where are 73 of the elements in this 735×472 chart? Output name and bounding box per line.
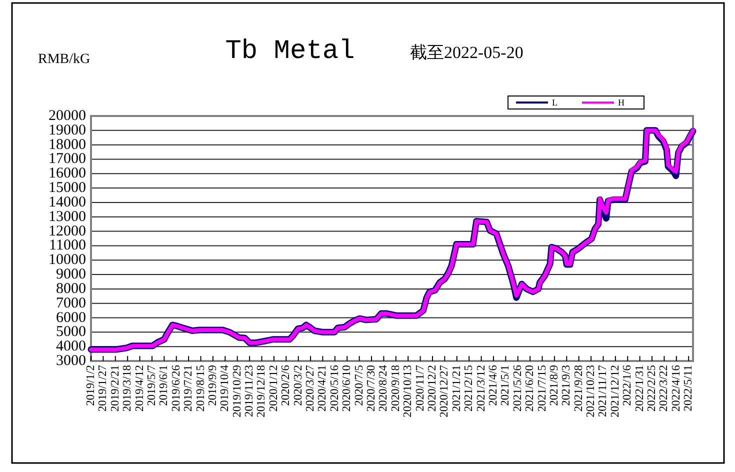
x-tick-label: 2019/11/23	[244, 364, 256, 417]
y-tick-label: 6000	[56, 310, 86, 326]
x-tick-label: 2022/1/6	[622, 364, 634, 406]
y-tick-label: 3000	[56, 353, 86, 369]
x-tick-label: 2020/7/5	[353, 364, 366, 406]
y-tick-label: 17000	[48, 151, 86, 168]
y-tick-label: 11000	[49, 238, 86, 254]
x-tick-label: 2022/5/11	[682, 364, 695, 412]
x-tick-label: 2020/9/18	[390, 364, 402, 412]
legend-label: H	[618, 98, 625, 108]
x-tick-label: 2019/10/4	[219, 364, 232, 412]
x-tick-label: 2021/7/15	[536, 364, 548, 412]
x-tick-label: 2021/12/12	[609, 364, 622, 418]
y-tick-label: 12000	[48, 223, 86, 240]
y-tick-label: 14000	[48, 194, 86, 210]
y-tick-label: 15000	[48, 180, 86, 196]
x-tick-label: 2020/11/7	[414, 364, 426, 412]
x-tick-label: 2022/3/22	[658, 364, 670, 412]
x-tick-label: 2019/10/29	[231, 364, 244, 418]
y-tick-label: 7000	[56, 295, 86, 312]
x-tick-label: 2022/2/25	[646, 364, 658, 412]
x-tick-label: 2020/12/2	[426, 364, 438, 412]
x-tick-label: 2020/3/27	[304, 364, 317, 412]
legend-label: L	[552, 98, 558, 108]
x-tick-label: 2020/7/30	[366, 364, 378, 412]
x-tick-label: 2019/4/12	[134, 364, 146, 412]
x-tick-label: 2019/12/18	[256, 364, 268, 418]
x-tick-label: 2020/12/27	[438, 364, 451, 418]
x-tick-label: 2021/2/15	[463, 364, 476, 412]
x-tick-label: 2020/2/6	[280, 364, 292, 406]
y-tick-label: 19000	[48, 122, 86, 138]
x-tick-label: 2020/8/24	[378, 364, 390, 412]
x-tick-label: 2021/5/1	[500, 364, 512, 406]
x-tick-label: 2021/5/26	[512, 364, 524, 412]
x-tick-label: 2019/6/1	[158, 364, 170, 406]
y-tick-label: 18000	[48, 136, 86, 153]
y-tick-label: 5000	[56, 324, 86, 340]
x-tick-label: 2019/7/21	[182, 364, 195, 412]
x-tick-label: 2019/3/18	[122, 364, 134, 412]
x-tick-label: 2020/10/13	[402, 364, 414, 418]
y-tick-label: 10000	[48, 252, 86, 268]
y-tick-label: 8000	[56, 280, 86, 297]
x-tick-label: 2019/1/27	[97, 364, 110, 412]
y-tick-label: 9000	[56, 266, 86, 283]
x-tick-label: 2020/6/10	[341, 364, 354, 412]
x-tick-label: 2021/3/12	[475, 364, 488, 412]
x-tick-label: 2021/9/28	[572, 364, 585, 412]
x-tick-label: 2021/11/17	[597, 364, 610, 417]
x-tick-label: 2019/2/21	[109, 364, 122, 412]
x-tick-label: 2021/6/20	[524, 364, 536, 412]
x-tick-label: 2020/3/2	[292, 364, 304, 406]
x-tick-label: 2022/1/31	[634, 364, 646, 412]
x-tick-label: 2019/6/26	[170, 364, 182, 412]
chart-subtitle: 截至2022-05-20	[410, 43, 524, 62]
x-tick-label: 2020/5/16	[328, 364, 341, 412]
x-tick-label: 2022/4/16	[670, 364, 682, 412]
x-tick-label: 2019/5/7	[146, 364, 158, 406]
x-tick-label: 2021/9/3	[560, 364, 573, 406]
x-tick-label: 2020/4/21	[316, 364, 329, 412]
x-tick-label: 2021/10/23	[585, 364, 598, 418]
y-tick-label: 13000	[48, 208, 86, 225]
y-tick-label: 16000	[48, 166, 86, 182]
x-tick-label: 2020/1/12	[268, 364, 280, 412]
x-tick-label: 2021/1/21	[450, 364, 463, 412]
y-tick-label: 20000	[48, 108, 86, 124]
x-tick-label: 2019/8/15	[194, 364, 207, 412]
chart-title: Tb Metal	[225, 37, 355, 67]
x-tick-label: 2021/8/9	[548, 364, 560, 406]
x-tick-label: 2019/1/2	[85, 364, 97, 406]
x-tick-label: 2019/9/9	[206, 364, 219, 406]
x-tick-label: 2021/4/6	[487, 364, 500, 406]
y-axis-title: RMB/kG	[38, 52, 90, 67]
y-tick-label: 4000	[56, 338, 86, 355]
